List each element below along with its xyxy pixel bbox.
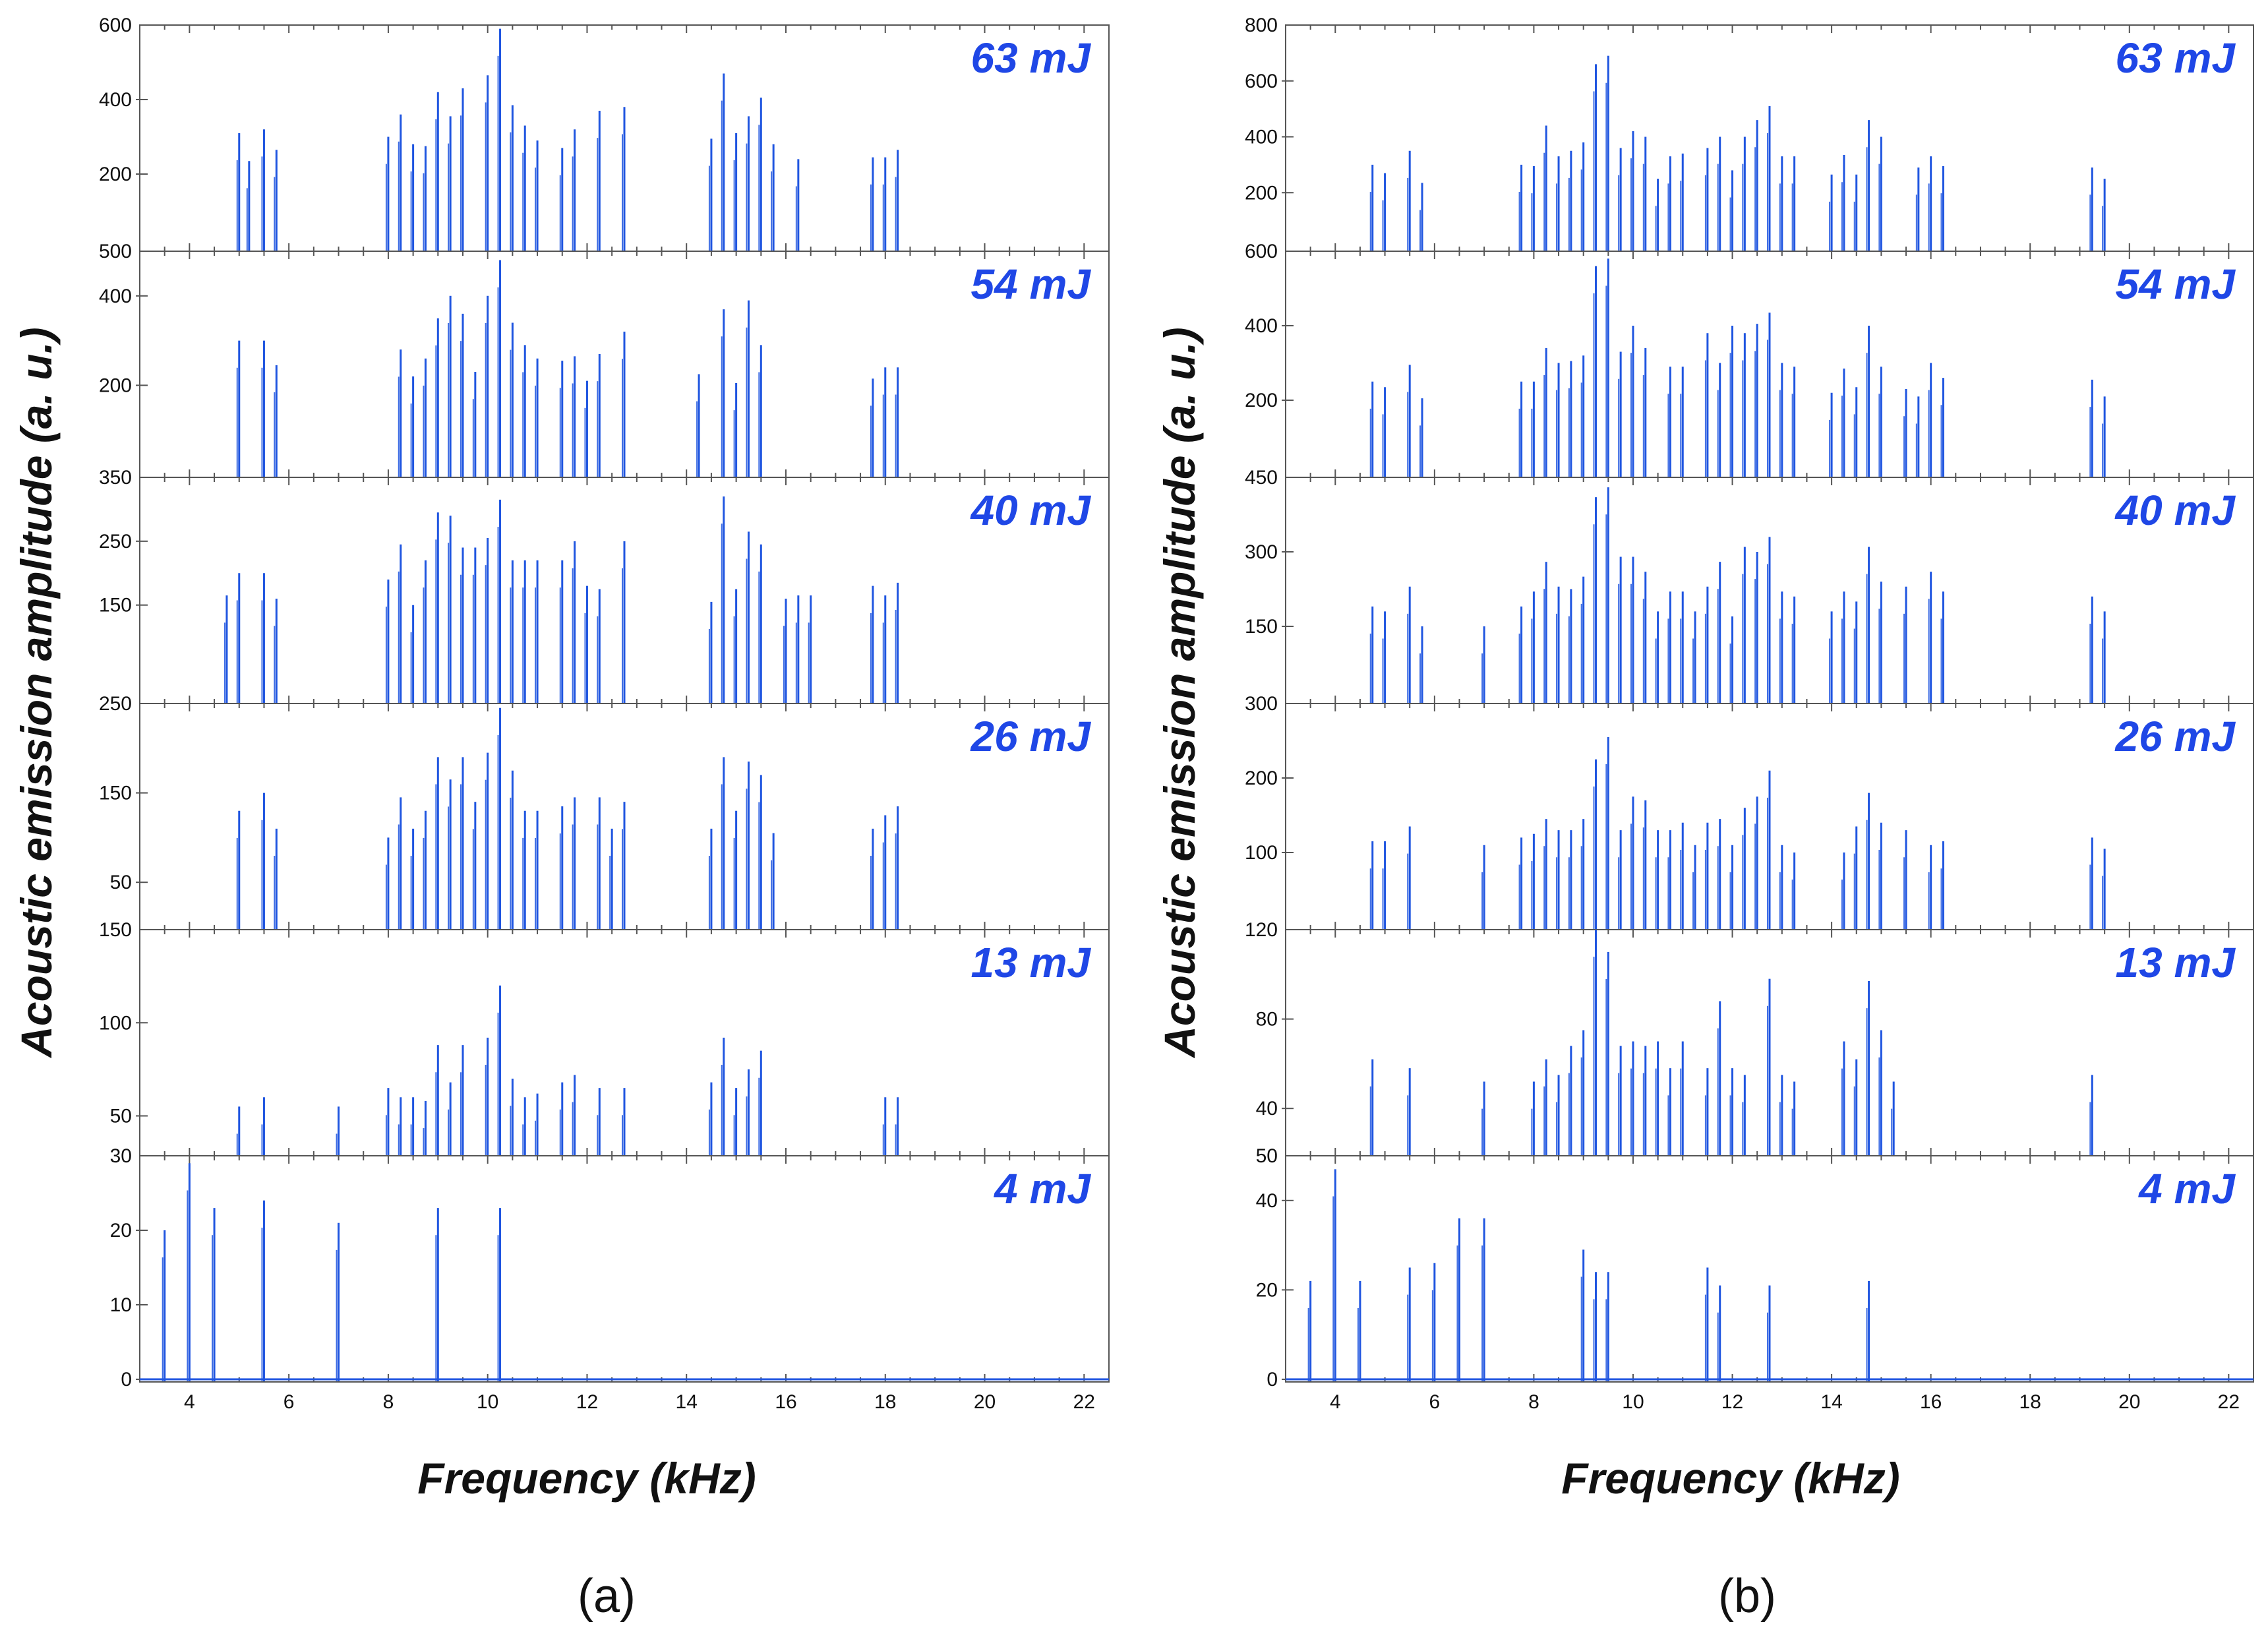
y-tick-label: 100 [99, 1012, 132, 1034]
x-tick-label: 16 [775, 1391, 796, 1413]
subplot-b-4mj: 0 20 40 50 4 mJ [1256, 1145, 2254, 1391]
subplot-a-63mj: 200 400 600 63 mJ [99, 15, 1110, 252]
y-top-label: 150 [99, 919, 132, 941]
subplot-b-40mj: 150 300 450 40 mJ [1245, 467, 2254, 704]
y-tick-label: 150 [99, 783, 132, 804]
energy-label: 13 mJ [971, 939, 1092, 986]
y-tick-label: 0 [1267, 1369, 1278, 1391]
energy-label: 26 mJ [2115, 713, 2236, 760]
y-top-label: 50 [1256, 1145, 1278, 1167]
subplot-a-13mj: 50 100 150 13 mJ [99, 919, 1110, 1156]
y-top-label: 300 [1245, 693, 1278, 715]
x-tick-label: 10 [1622, 1391, 1644, 1413]
y-tick-label: 20 [1256, 1279, 1278, 1301]
y-tick-label: 400 [99, 89, 132, 111]
y-tick-label: 40 [1256, 1098, 1278, 1120]
x-tick-label: 20 [2118, 1391, 2140, 1413]
panel-caption-a: (a) [578, 1570, 636, 1623]
y-tick-label: 600 [1245, 71, 1278, 92]
subplot-frame [1285, 1155, 2254, 1383]
x-tick-label: 6 [1429, 1391, 1441, 1413]
x-tick-label: 8 [1528, 1391, 1539, 1413]
y-axis-title-b: Acoustic emission amplitude (a. u.) [1155, 327, 1204, 1059]
y-axis-title-a: Acoustic emission amplitude (a. u.) [12, 327, 61, 1059]
y-tick-label: 200 [99, 164, 132, 185]
subplot-a-54mj: 200 400 500 54 mJ [99, 241, 1110, 478]
y-top-label: 120 [1245, 919, 1278, 941]
subplot-b-54mj: 200 400 600 54 mJ [1245, 241, 2254, 478]
y-top-label: 30 [110, 1145, 132, 1167]
x-tick-label: 22 [1073, 1391, 1095, 1413]
y-top-label: 800 [1245, 15, 1278, 36]
y-tick-label: 20 [110, 1220, 132, 1241]
y-tick-label: 50 [110, 872, 132, 893]
energy-label: 54 mJ [2116, 260, 2236, 308]
x-tick-label: 14 [1820, 1391, 1842, 1413]
x-tick-label: 20 [974, 1391, 996, 1413]
y-top-label: 350 [99, 467, 132, 489]
subplot-a-40mj: 150 250 350 40 mJ [99, 467, 1110, 704]
subplot-a-4mj: 0 10 20 30 4 mJ [110, 1145, 1110, 1391]
x-tick-label: 14 [676, 1391, 698, 1413]
y-top-label: 500 [99, 241, 132, 262]
subplot-frame [139, 1155, 1110, 1383]
y-tick-label: 250 [99, 531, 132, 553]
x-tick-label: 22 [2218, 1391, 2240, 1413]
y-tick-label: 200 [1245, 390, 1278, 411]
y-tick-label: 200 [99, 374, 132, 396]
energy-label: 40 mJ [2114, 487, 2236, 534]
y-tick-label: 400 [99, 285, 132, 307]
x-tick-label: 8 [383, 1391, 394, 1413]
x-tick-label: 16 [1920, 1391, 1942, 1413]
energy-label: 63 mJ [971, 34, 1092, 82]
x-axis-title-b: Frequency (kHz) [1561, 1454, 1899, 1503]
x-tick-label: 4 [1330, 1391, 1341, 1413]
y-tick-label: 200 [1245, 767, 1278, 789]
energy-label: 4 mJ [2137, 1165, 2236, 1212]
y-top-label: 600 [99, 15, 132, 36]
y-top-label: 250 [99, 693, 132, 715]
y-tick-label: 40 [1256, 1190, 1278, 1212]
y-top-label: 600 [1245, 241, 1278, 262]
y-tick-label: 200 [1245, 182, 1278, 204]
y-tick-label: 80 [1256, 1009, 1278, 1031]
energy-label: 40 mJ [970, 487, 1092, 534]
y-tick-label: 400 [1245, 127, 1278, 148]
energy-label: 13 mJ [2116, 939, 2236, 986]
x-tick-label: 6 [284, 1391, 295, 1413]
y-tick-label: 150 [99, 595, 132, 616]
y-top-label: 450 [1245, 467, 1278, 489]
y-tick-label: 300 [1245, 541, 1278, 563]
subplot-a-26mj: 50 150 250 26 mJ [99, 693, 1110, 930]
y-tick-label: 0 [121, 1369, 132, 1391]
x-tick-label: 12 [576, 1391, 598, 1413]
y-tick-label: 100 [1245, 842, 1278, 864]
x-tick-label: 18 [2019, 1391, 2041, 1413]
x-tick-label: 4 [184, 1391, 195, 1413]
x-axis-title-a: Frequency (kHz) [417, 1454, 756, 1503]
panel-caption-b: (b) [1718, 1570, 1776, 1623]
subplot-b-26mj: 100 200 300 26 mJ [1245, 693, 2254, 930]
energy-label: 26 mJ [970, 713, 1092, 760]
x-tick-label: 12 [1721, 1391, 1743, 1413]
x-tick-label: 18 [874, 1391, 896, 1413]
subplot-b-63mj: 200 400 600 800 63 mJ [1245, 15, 2254, 252]
energy-label: 63 mJ [2116, 34, 2236, 82]
y-tick-label: 400 [1245, 315, 1278, 337]
x-tick-label: 10 [477, 1391, 498, 1413]
energy-label: 54 mJ [971, 260, 1092, 308]
energy-label: 4 mJ [993, 1165, 1091, 1212]
y-tick-label: 150 [1245, 616, 1278, 638]
y-tick-label: 50 [110, 1106, 132, 1127]
y-tick-label: 10 [110, 1294, 132, 1316]
subplot-b-13mj: 40 80 120 13 mJ [1245, 919, 2254, 1156]
